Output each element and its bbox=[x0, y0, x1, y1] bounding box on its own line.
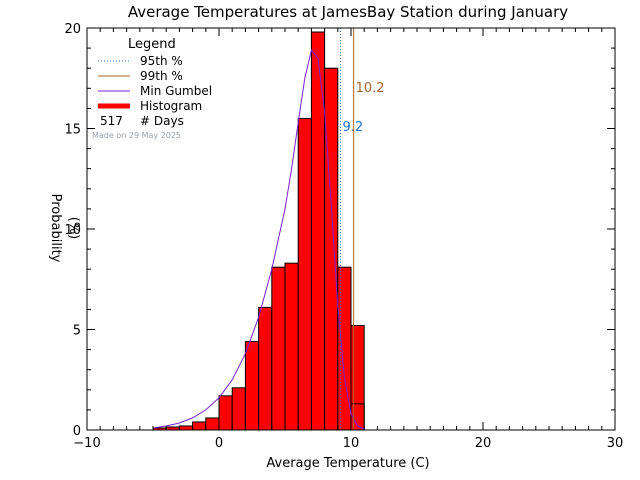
legend-days-count: 517 bbox=[100, 114, 123, 128]
y-tick-label: 10 bbox=[64, 223, 81, 238]
x-tick-label: 20 bbox=[475, 436, 492, 451]
x-tick-label: 30 bbox=[607, 436, 624, 451]
histogram-bar bbox=[284, 262, 299, 431]
histogram-bar bbox=[231, 387, 246, 431]
percentile-label: 10.2 bbox=[356, 81, 385, 96]
histogram-bar bbox=[178, 425, 194, 431]
legend-label-gumbel: Min Gumbel bbox=[140, 84, 212, 98]
x-axis-label: Average Temperature (C) bbox=[266, 456, 429, 471]
histogram-bar bbox=[244, 341, 260, 431]
percentile-label: 9.2 bbox=[342, 120, 363, 135]
legend-label-99th: 99th % bbox=[140, 69, 183, 83]
histogram-bars bbox=[152, 31, 365, 431]
histogram-bar bbox=[205, 417, 220, 431]
x-tick-label: 0 bbox=[215, 436, 223, 451]
gumbel-curve-layer bbox=[152, 49, 365, 430]
histogram-bar bbox=[310, 31, 326, 431]
y-tick-label: 0 bbox=[73, 424, 81, 439]
gumbel-curve bbox=[152, 49, 365, 430]
legend: Legend 95th % 99th % Min Gumbel Histogra… bbox=[92, 37, 212, 140]
x-tick-label: −10 bbox=[73, 436, 100, 451]
histogram-bar bbox=[297, 117, 312, 431]
y-tick-label: 20 bbox=[64, 22, 81, 37]
histogram-bar bbox=[218, 395, 233, 431]
y-axis-unit: (%) bbox=[66, 217, 81, 240]
made-on-note: Made on 29 May 2025 bbox=[92, 131, 181, 140]
legend-days-label: # Days bbox=[140, 114, 184, 128]
y-tick-label: 5 bbox=[73, 324, 81, 339]
histogram-bar bbox=[192, 421, 207, 431]
percentile-layer: 9.2 10.2 bbox=[339, 28, 385, 430]
chart-title: Average Temperatures at JamesBay Station… bbox=[128, 3, 568, 21]
legend-label-histogram: Histogram bbox=[140, 99, 202, 113]
y-axis-label: Probability bbox=[48, 194, 63, 263]
legend-label-95th: 95th % bbox=[140, 54, 183, 68]
y-tick-label: 15 bbox=[64, 123, 81, 138]
histogram-bar bbox=[324, 67, 339, 431]
histogram-bar bbox=[271, 266, 286, 431]
histogram-bar bbox=[258, 306, 273, 431]
x-tick-label: 10 bbox=[343, 436, 360, 451]
legend-title: Legend bbox=[128, 37, 176, 52]
